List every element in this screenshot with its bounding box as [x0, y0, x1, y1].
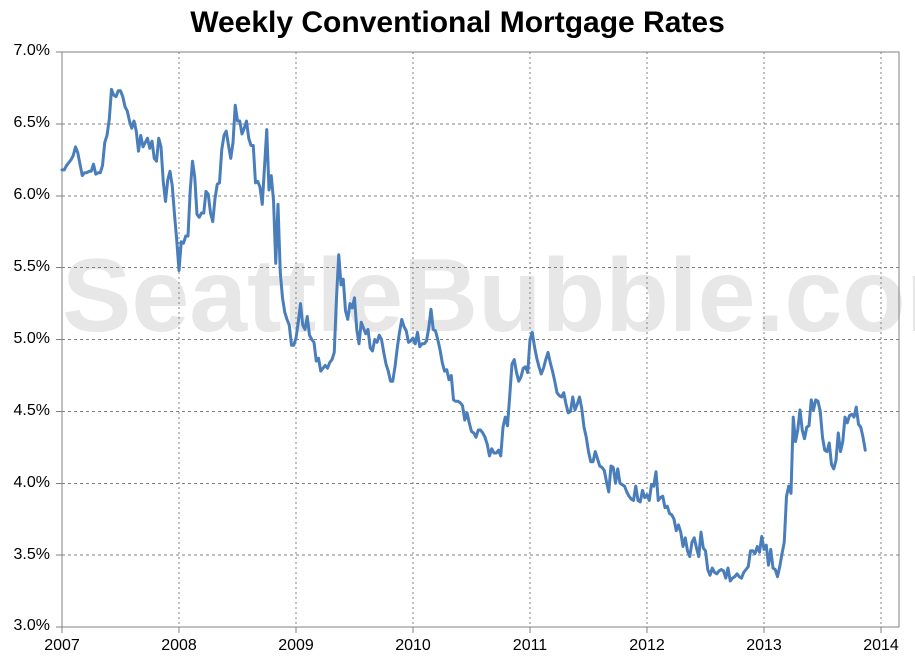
y-tick-label: 3.5% [0, 546, 50, 564]
chart-plot [0, 0, 915, 666]
x-tick-label: 2012 [617, 637, 677, 655]
y-tick-label: 3.0% [0, 617, 50, 635]
x-tick-label: 2008 [149, 637, 209, 655]
x-tick-label: 2014 [851, 637, 911, 655]
x-tick-label: 2010 [383, 637, 443, 655]
chart-container: { "chart": { "type": "line", "title": "W… [0, 0, 915, 666]
x-tick-label: 2013 [734, 637, 794, 655]
x-tick-label: 2011 [500, 637, 560, 655]
x-tick-label: 2009 [266, 637, 326, 655]
x-tick-label: 2007 [32, 637, 92, 655]
y-tick-label: 6.5% [0, 114, 50, 132]
y-tick-label: 4.0% [0, 474, 50, 492]
y-tick-label: 4.5% [0, 402, 50, 420]
y-tick-label: 5.0% [0, 330, 50, 348]
y-tick-label: 7.0% [0, 42, 50, 60]
y-tick-label: 6.0% [0, 186, 50, 204]
y-tick-label: 5.5% [0, 258, 50, 276]
